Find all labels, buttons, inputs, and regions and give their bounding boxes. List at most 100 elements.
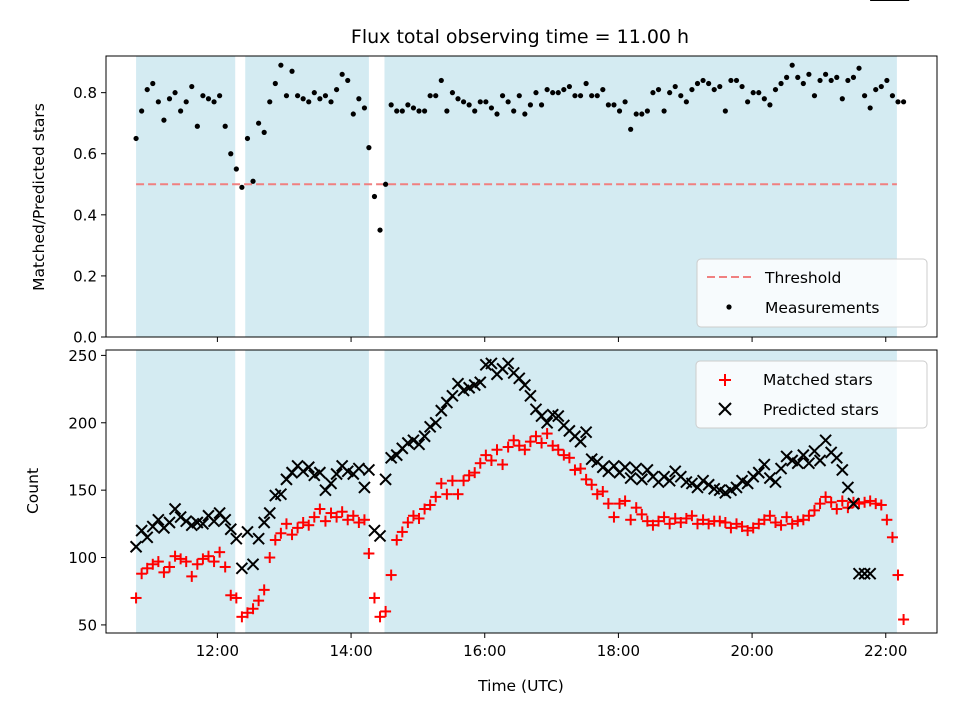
measurement-point: [155, 99, 161, 105]
predicted-star-point: [418, 430, 431, 443]
matched-star-point: [730, 518, 742, 530]
top-legend-box: [696, 258, 928, 328]
matched-star-point: [363, 547, 375, 559]
measurement-point: [700, 77, 706, 84]
measurement-point: [233, 166, 239, 172]
matched-star-point: [374, 611, 386, 623]
y-tick-label: 0.2: [73, 267, 97, 285]
legend-threshold-label: Threshold: [764, 269, 841, 287]
predicted-star-point: [313, 466, 327, 479]
matched-star-point: [675, 516, 687, 528]
matched-star-point: [247, 603, 259, 615]
measurement-point: [600, 86, 606, 93]
measurement-point: [306, 99, 312, 105]
predicted-star-point: [501, 357, 515, 370]
predicted-star-point: [841, 481, 855, 494]
matched-star-point: [241, 607, 253, 619]
matched-star-point: [435, 477, 447, 489]
predicted-star-point: [412, 438, 426, 451]
measurement-point: [527, 102, 534, 108]
measurement-point: [239, 184, 245, 190]
measurement-point: [455, 96, 461, 102]
predicted-star-point: [774, 462, 788, 475]
measurement-point: [366, 145, 372, 151]
measurement-point: [845, 77, 851, 84]
matched-star-point: [742, 525, 754, 537]
predicted-star-point: [241, 525, 254, 539]
measurement-point: [895, 99, 901, 105]
measurement-point: [806, 71, 812, 77]
matched-star-point: [653, 515, 665, 527]
x-tick-label: 20:00: [730, 642, 773, 660]
matched-star-point: [147, 558, 159, 570]
measurement-point: [261, 129, 267, 135]
predicted-star-point: [830, 451, 843, 465]
matched-star-point: [536, 437, 548, 449]
measurement-point: [811, 93, 818, 99]
measurement-point: [628, 126, 634, 132]
measurement-point: [499, 93, 506, 99]
matched-star-point: [658, 511, 670, 523]
predicted-star-point: [246, 558, 260, 571]
predicted-star-point: [224, 523, 237, 536]
matched-star-point: [474, 457, 486, 469]
predicted-star-point: [540, 416, 554, 429]
predicted-star-point: [808, 444, 821, 458]
matched-star-point: [519, 444, 531, 456]
matched-star-point: [413, 512, 425, 524]
measurement-point: [488, 105, 495, 111]
measurement-point: [289, 68, 295, 74]
measurement-point: [834, 74, 840, 80]
predicted-star-point: [635, 473, 649, 486]
measurement-point: [410, 105, 417, 111]
matched-star-point: [808, 504, 820, 516]
measurement-point: [756, 90, 762, 96]
matched-star-point: [686, 510, 698, 522]
predicted-star-point: [257, 516, 271, 529]
measurement-point: [884, 77, 890, 84]
measurement-point: [572, 93, 578, 99]
predicted-star-point: [168, 502, 182, 516]
predicted-star-point: [358, 481, 371, 494]
predicted-star-point: [836, 463, 849, 477]
matched-star-point: [530, 430, 542, 442]
legend-matched-label: Matched stars: [763, 371, 873, 389]
top-plot-area: [133, 62, 907, 233]
matched-star-point: [625, 514, 637, 526]
shaded-interval: [136, 350, 236, 633]
matched-star-point: [485, 455, 497, 467]
matched-star-point: [424, 499, 436, 511]
matched-star-point: [197, 553, 209, 565]
predicted-star-point: [780, 450, 793, 463]
y-tick-label: 150: [68, 482, 97, 500]
matched-star-point: [703, 518, 715, 530]
predicted-star-point: [758, 458, 771, 471]
predicted-star-point: [847, 497, 860, 510]
matched-star-point: [236, 611, 248, 623]
x-tick-label: 22:00: [864, 642, 907, 660]
predicted-star-point: [230, 532, 243, 545]
measurement-point: [267, 99, 273, 105]
measurement-point: [133, 135, 139, 142]
matched-star-point: [163, 561, 175, 573]
matched-star-point: [186, 570, 198, 582]
matched-star-point: [614, 498, 626, 510]
y-tick-label: 0.6: [73, 145, 97, 163]
matched-star-point: [214, 546, 226, 558]
matched-star-point: [491, 444, 503, 456]
matched-star-point: [141, 562, 153, 574]
matched-star-point: [575, 463, 587, 475]
bottom-legend-box: [695, 360, 928, 429]
measurement-point: [722, 108, 728, 114]
y-tick-label: 50: [78, 616, 97, 634]
measurement-point: [633, 111, 639, 117]
measurement-point: [828, 77, 834, 84]
matched-star-point: [396, 526, 408, 538]
measurement-point: [516, 93, 522, 99]
measurement-point: [460, 99, 467, 105]
matched-star-point: [480, 449, 492, 461]
matched-star-point: [803, 510, 815, 522]
measurement-point: [356, 96, 362, 102]
predicted-star-point: [330, 467, 343, 481]
matched-star-point: [314, 503, 326, 515]
